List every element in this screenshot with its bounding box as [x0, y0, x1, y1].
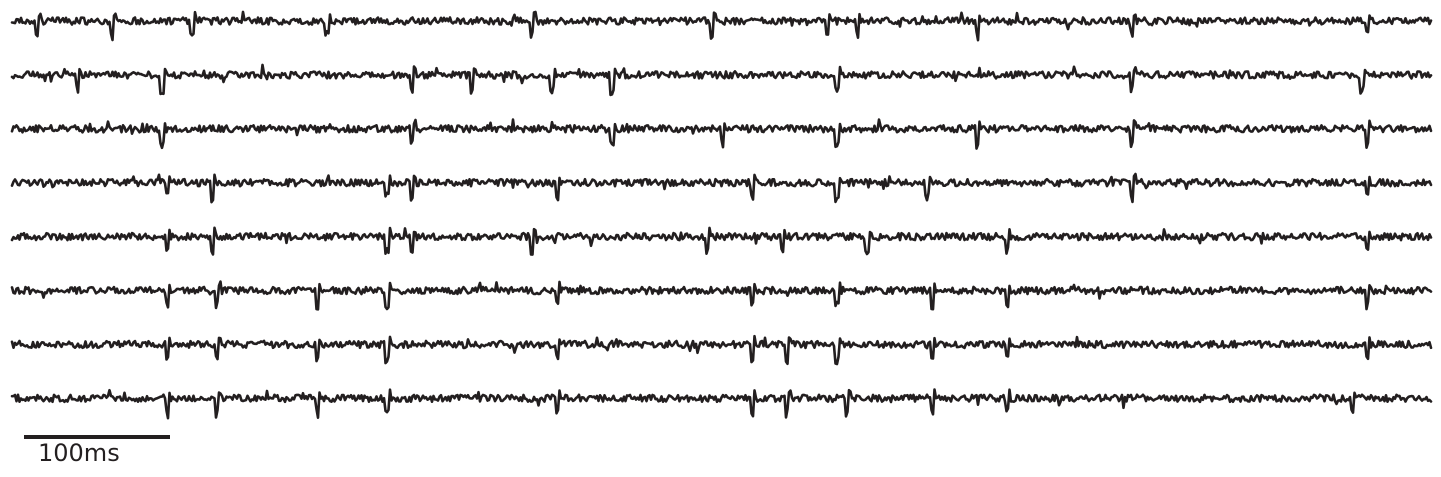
trace-channel-3 [10, 118, 1433, 150]
trace-channel-6 [10, 280, 1433, 311]
scalebar-label: 100ms [38, 439, 120, 467]
trace-channel-8 [10, 388, 1433, 420]
trace-channel-1 [10, 10, 1433, 42]
trace-channel-4 [10, 172, 1433, 204]
trace-group [10, 10, 1433, 420]
trace-channel-7 [10, 334, 1433, 366]
trace-channel-5 [10, 226, 1433, 256]
trace-channel-2 [10, 63, 1433, 97]
